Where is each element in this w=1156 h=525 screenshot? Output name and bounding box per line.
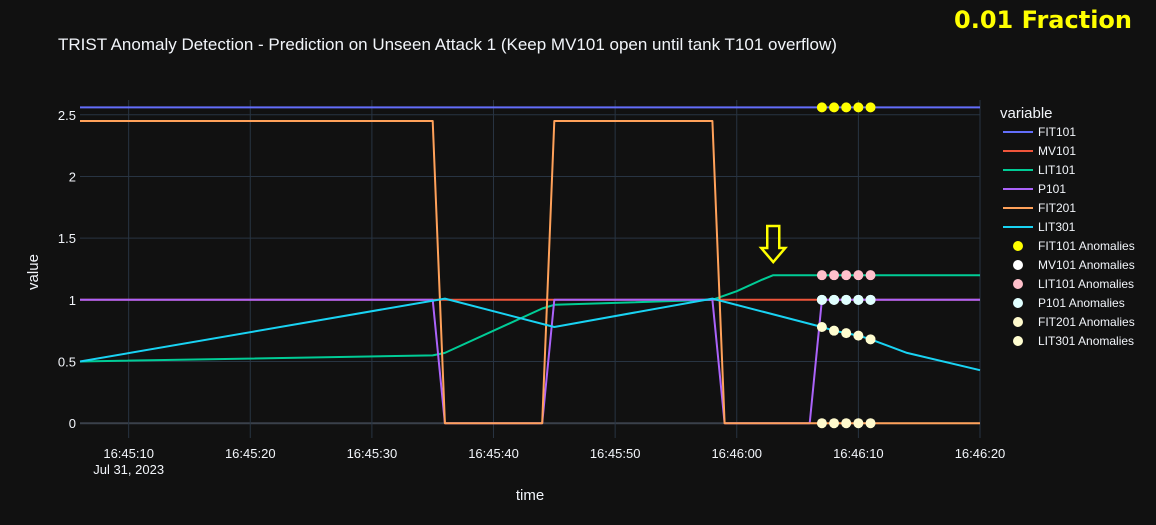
y-tick-label: 0.5 [58, 355, 76, 370]
legend-swatch [1013, 279, 1023, 289]
point-lit301-anomalies [853, 330, 864, 341]
x-tick-label: 16:45:20 [225, 446, 276, 461]
down-arrow-icon [758, 224, 788, 264]
x-tick-label: 16:46:00 [711, 446, 762, 461]
legend-entry: FIT201 Anomalies [1038, 315, 1135, 329]
x-axis-label: time [516, 487, 544, 504]
x-tick-label: 16:45:50 [590, 446, 641, 461]
legend-title: variable [1000, 105, 1053, 122]
point-fit101-anomalies [865, 102, 876, 113]
point-lit301-anomalies [816, 321, 827, 332]
legend-entry: FIT201 [1038, 201, 1076, 215]
x-date-label: Jul 31, 2023 [93, 462, 164, 477]
legend-entry: LIT301 [1038, 220, 1076, 234]
fraction-label: 0.01 Fraction [954, 6, 1132, 34]
point-p101-anomalies [829, 294, 840, 305]
y-axis-ticks: 0 0.5 1 1.5 2 2.5 [58, 108, 76, 431]
series-lines [79, 106, 981, 425]
x-tick-label: 16:46:20 [955, 446, 1006, 461]
legend-swatch [1013, 298, 1023, 308]
legend-entry: MV101 Anomalies [1038, 258, 1135, 272]
legend: variable FIT101 MV101 LIT101 P101 FIT201 LIT30… [1000, 105, 1135, 348]
x-tick-label: 16:45:40 [468, 446, 519, 461]
point-p101-anomalies [853, 294, 864, 305]
legend-entry: LIT101 [1038, 163, 1076, 177]
legend-swatch [1013, 260, 1023, 270]
point-lit301-anomalies [865, 334, 876, 345]
legend-swatch [1013, 317, 1023, 327]
y-tick-label: 1 [69, 293, 76, 308]
chart-title: TRIST Anomaly Detection - Prediction on … [58, 35, 837, 54]
legend-entry: LIT301 Anomalies [1038, 334, 1134, 348]
grid [80, 100, 981, 438]
point-lit101-anomalies [841, 270, 852, 281]
point-p101-anomalies [841, 294, 852, 305]
point-p101-anomalies [865, 294, 876, 305]
point-fit201-anomalies [829, 418, 840, 429]
point-fit201-anomalies [816, 418, 827, 429]
point-fit201-anomalies [841, 418, 852, 429]
legend-swatch [1013, 336, 1023, 346]
series-line-p101 [80, 298, 980, 425]
legend-entry: FIT101 [1038, 125, 1076, 139]
y-tick-label: 0 [69, 416, 76, 431]
point-fit101-anomalies [841, 102, 852, 113]
legend-swatch [1013, 241, 1023, 251]
point-lit101-anomalies [829, 270, 840, 281]
series-line-lit101 [79, 274, 980, 363]
point-lit101-anomalies [865, 270, 876, 281]
legend-entry: LIT101 Anomalies [1038, 277, 1134, 291]
x-tick-label: 16:46:10 [833, 446, 884, 461]
legend-entry: MV101 [1038, 144, 1076, 158]
y-tick-label: 2 [69, 169, 76, 184]
series-line-fit201 [80, 120, 980, 425]
point-lit101-anomalies [853, 270, 864, 281]
anomaly-markers [816, 102, 876, 429]
legend-entry: P101 [1038, 182, 1066, 196]
point-fit101-anomalies [816, 102, 827, 113]
legend-entry: FIT101 Anomalies [1038, 239, 1135, 253]
annotation-layer [758, 224, 788, 264]
x-tick-label: 16:45:30 [347, 446, 398, 461]
point-lit301-anomalies [829, 325, 840, 336]
point-fit101-anomalies [853, 102, 864, 113]
point-fit101-anomalies [829, 102, 840, 113]
y-tick-label: 1.5 [58, 231, 76, 246]
point-fit201-anomalies [865, 418, 876, 429]
point-lit101-anomalies [816, 270, 827, 281]
y-tick-label: 2.5 [58, 108, 76, 123]
y-axis-label: value [25, 254, 42, 290]
x-tick-label: 16:45:10 [103, 446, 154, 461]
point-lit301-anomalies [841, 328, 852, 339]
legend-entry: P101 Anomalies [1038, 296, 1125, 310]
point-fit201-anomalies [853, 418, 864, 429]
point-p101-anomalies [816, 294, 827, 305]
